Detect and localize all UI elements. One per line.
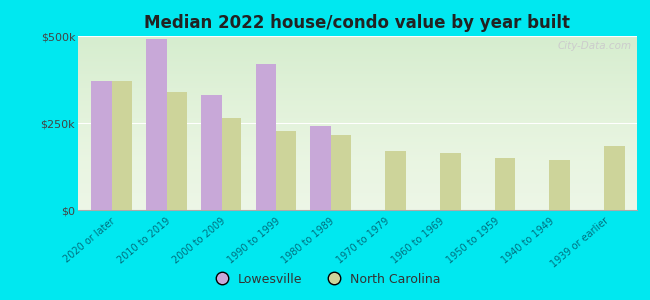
Bar [146, 40, 167, 210]
Bar [549, 160, 570, 210]
Bar [166, 92, 187, 210]
Bar [439, 153, 461, 210]
Text: 1939 or earlier: 1939 or earlier [549, 216, 610, 270]
Bar [330, 135, 351, 210]
Bar [276, 131, 296, 210]
Bar [111, 81, 132, 210]
Text: 2000 to 2009: 2000 to 2009 [170, 216, 227, 266]
Text: 1950 to 1959: 1950 to 1959 [445, 216, 501, 266]
Text: 2010 to 2019: 2010 to 2019 [116, 216, 172, 266]
Text: 2020 or later: 2020 or later [62, 216, 117, 265]
Bar [201, 95, 222, 210]
Bar [604, 146, 625, 210]
Title: Median 2022 house/condo value by year built: Median 2022 house/condo value by year bu… [144, 14, 571, 32]
Bar [495, 158, 515, 210]
Bar [310, 127, 332, 210]
Bar [220, 118, 241, 210]
Text: 1960 to 1969: 1960 to 1969 [390, 216, 446, 266]
Bar [385, 151, 406, 210]
Legend: Lowesville, North Carolina: Lowesville, North Carolina [204, 268, 446, 291]
Text: 1980 to 1989: 1980 to 1989 [280, 216, 337, 266]
Text: 1990 to 1999: 1990 to 1999 [226, 216, 281, 266]
Text: 1970 to 1979: 1970 to 1979 [335, 216, 391, 266]
Text: City-Data.com: City-Data.com [557, 41, 631, 51]
Bar [255, 64, 276, 210]
Text: 1940 to 1949: 1940 to 1949 [499, 216, 556, 266]
Bar [91, 81, 112, 210]
